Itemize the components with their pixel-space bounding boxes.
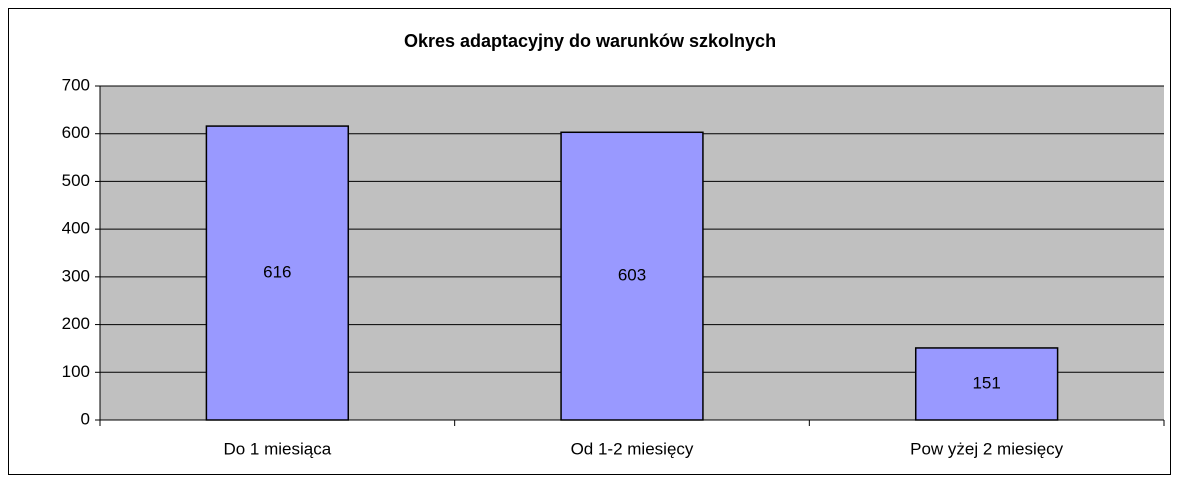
chart-title: Okres adaptacyjny do warunków szkolnych <box>404 31 776 51</box>
y-tick-label: 700 <box>62 75 90 94</box>
data-label: 616 <box>263 263 291 282</box>
y-tick-label: 0 <box>81 409 90 428</box>
y-tick-label: 400 <box>62 219 90 238</box>
bar <box>914 347 1059 421</box>
y-tick-label: 500 <box>62 171 90 190</box>
bar <box>205 125 350 421</box>
data-label: 151 <box>972 373 1000 392</box>
y-tick-label: 300 <box>62 266 90 285</box>
y-tick-label: 200 <box>62 314 90 333</box>
y-tick-label: 100 <box>62 362 90 381</box>
x-tick-label: Pow yżej 2 miesięcy <box>910 439 1064 458</box>
data-label: 603 <box>618 266 646 285</box>
x-tick-label: Od 1-2 miesięcy <box>571 439 694 458</box>
y-tick-label: 600 <box>62 123 90 142</box>
x-tick-label: Do 1 miesiąca <box>223 439 331 458</box>
bar <box>560 131 704 421</box>
